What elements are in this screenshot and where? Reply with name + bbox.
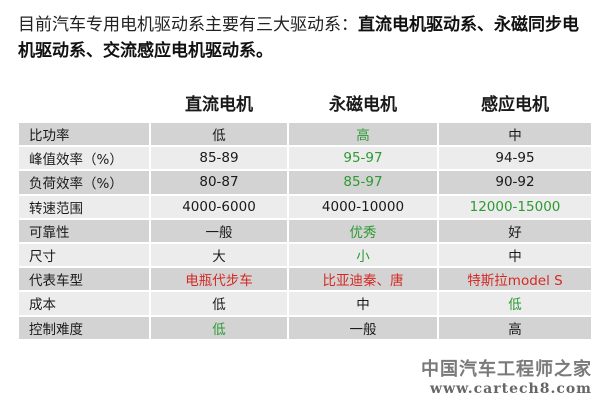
header-dc-motor: 直流电机 <box>150 84 289 122</box>
header-pm-motor: 永磁电机 <box>288 84 439 122</box>
table-cell: 中 <box>438 120 591 147</box>
table-row: 峰值效率（%） 85-89 95-97 94-95 <box>19 145 591 171</box>
intro-text: 目前汽车专用电机驱动系主要有三大驱动系： <box>18 15 358 35</box>
watermark-site-name: 中国汽车工程师之家 <box>421 359 592 380</box>
table-cell: 低 <box>150 290 289 316</box>
intro-paragraph: 目前汽车专用电机驱动系主要有三大驱动系：直流电机驱动系、永磁同步电机驱动系、交流… <box>18 12 588 64</box>
table-row: 转速范围 4000-6000 4000-10000 12000-15000 <box>19 193 591 219</box>
table-cell: 12000-15000 <box>438 193 591 219</box>
table-row: 负荷效率（%） 80-87 85-97 90-92 <box>19 169 591 195</box>
table-cell: 大 <box>150 241 289 268</box>
intro-text-bold: 直流电机驱动系、永磁同步电机驱动系、交流感应电机驱动系。 <box>18 15 579 61</box>
table-cell: 优秀 <box>288 217 439 243</box>
table-cell: 中 <box>438 241 591 268</box>
table-header-row: 直流电机 永磁电机 感应电机 <box>19 84 591 122</box>
table-row: 尺寸 大 小 中 <box>19 241 591 268</box>
table-cell: 低 <box>150 314 289 339</box>
table-cell: 95-97 <box>288 145 439 171</box>
row-label: 比功率 <box>19 120 151 147</box>
table-row: 成本 低 中 低 <box>19 290 591 316</box>
header-corner-cell <box>19 84 151 122</box>
table-cell: 一般 <box>150 217 289 243</box>
table-cell: 小 <box>288 241 439 268</box>
table-cell: 4000-6000 <box>150 193 289 219</box>
table-cell: 好 <box>438 217 591 243</box>
table-cell: 特斯拉model S <box>438 266 591 292</box>
header-induction-motor: 感应电机 <box>438 84 591 122</box>
table-row: 可靠性 一般 优秀 好 <box>19 217 591 243</box>
row-label: 可靠性 <box>19 217 151 243</box>
table-cell: 一般 <box>288 314 439 339</box>
row-label: 负荷效率（%） <box>19 169 151 195</box>
motor-comparison-table: 直流电机 永磁电机 感应电机 比功率 低 高 中 峰值效率（%） 85-89 9… <box>19 84 591 339</box>
row-label: 转速范围 <box>19 193 151 219</box>
table-cell: 比亚迪秦、唐 <box>288 266 439 292</box>
table-cell: 低 <box>150 120 289 147</box>
site-watermark: 中国汽车工程师之家 www.cartech8.com <box>421 355 592 397</box>
table-cell: 94-95 <box>438 145 591 171</box>
table-row: 比功率 低 高 中 <box>19 120 591 147</box>
watermark-url: www.cartech8.com <box>430 381 592 397</box>
table-row: 代表车型 电瓶代步车 比亚迪秦、唐 特斯拉model S <box>19 266 591 292</box>
row-label: 成本 <box>19 290 151 316</box>
table-cell: 高 <box>288 120 439 147</box>
table-cell: 电瓶代步车 <box>150 266 289 292</box>
row-label: 控制难度 <box>19 314 151 339</box>
table-cell: 中 <box>288 290 439 316</box>
table-cell: 90-92 <box>438 169 591 195</box>
table-row: 控制难度 低 一般 高 <box>19 314 591 339</box>
row-label: 尺寸 <box>19 241 151 268</box>
table-cell: 低 <box>438 290 591 316</box>
table-cell: 85-89 <box>150 145 289 171</box>
row-label: 峰值效率（%） <box>19 145 151 171</box>
table-cell: 85-97 <box>288 169 439 195</box>
table-cell: 4000-10000 <box>288 193 439 219</box>
table-cell: 高 <box>438 314 591 339</box>
row-label: 代表车型 <box>19 266 151 292</box>
table-cell: 80-87 <box>150 169 289 195</box>
